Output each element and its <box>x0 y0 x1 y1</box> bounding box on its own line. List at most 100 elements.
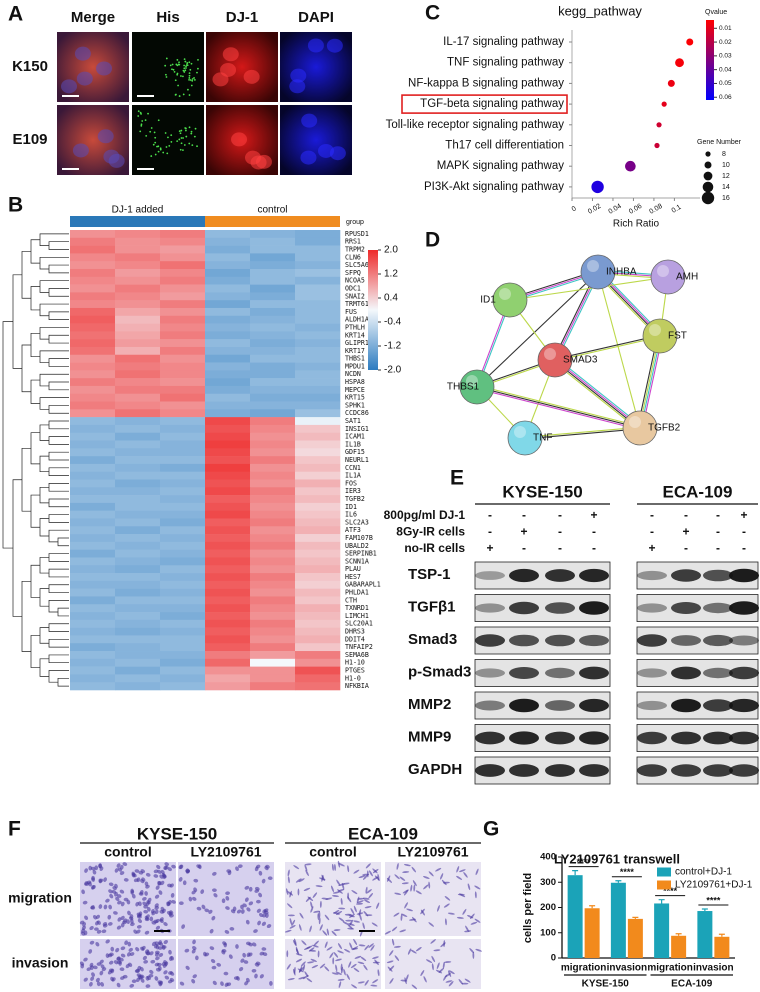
cell <box>363 964 368 971</box>
heat-cell <box>205 573 251 582</box>
green-speck <box>186 61 189 64</box>
heat-cell <box>70 565 116 574</box>
heat-cell <box>70 635 116 644</box>
cell <box>155 925 161 930</box>
cell <box>224 930 230 934</box>
cell <box>337 889 343 894</box>
cell <box>307 896 314 902</box>
heat-cell <box>70 627 116 636</box>
green-speck <box>167 136 169 139</box>
cell <box>324 941 328 949</box>
cell <box>84 868 88 873</box>
green-speck <box>179 148 182 151</box>
cell <box>289 924 296 929</box>
green-speck <box>149 130 152 133</box>
heat-cell <box>250 268 296 278</box>
cell <box>337 978 345 981</box>
cell <box>143 905 149 909</box>
cell <box>254 973 258 979</box>
cell <box>103 904 108 910</box>
cell <box>99 866 104 871</box>
cell <box>193 878 199 883</box>
heat-cell <box>250 471 296 480</box>
size-key <box>701 191 715 205</box>
error-bar <box>718 933 725 937</box>
cell <box>353 905 357 913</box>
gene-label: THBS1 <box>345 355 365 363</box>
heat-cell <box>115 237 161 246</box>
cell <box>252 942 257 947</box>
cell <box>295 953 303 956</box>
cell <box>324 966 330 972</box>
cell <box>143 909 149 914</box>
row-label: migration <box>8 890 72 906</box>
cell <box>403 863 411 867</box>
cell <box>109 893 114 899</box>
lane-sign: + <box>682 525 689 539</box>
dendrogram <box>30 379 40 404</box>
cell <box>98 904 103 909</box>
green-speck <box>159 148 162 151</box>
cell <box>362 874 368 880</box>
lane-sign: - <box>522 541 526 555</box>
cell <box>147 897 152 903</box>
cell <box>287 914 295 917</box>
cell <box>365 886 368 894</box>
cell <box>377 873 380 881</box>
heat-cell <box>115 682 161 691</box>
green-speck <box>185 129 187 132</box>
gene-label: HSPA8 <box>345 378 365 386</box>
heat-cell <box>205 268 251 278</box>
protein-label: TSP-1 <box>408 566 451 583</box>
heat-cell <box>115 604 161 613</box>
cell <box>88 881 92 887</box>
dendrogram <box>48 568 69 578</box>
heat-cell <box>70 401 116 410</box>
cell <box>159 918 164 923</box>
pathway-label: Toll-like receptor signaling pathway <box>386 119 565 131</box>
cell <box>313 910 321 913</box>
cell <box>154 909 159 915</box>
heat-cell <box>295 471 341 480</box>
cell <box>192 939 196 945</box>
heat-cell <box>295 604 341 613</box>
cell <box>83 977 88 982</box>
cell <box>346 973 350 980</box>
green-speck <box>193 135 196 138</box>
gene-label: SLC20A1 <box>345 620 373 628</box>
cell <box>128 947 133 952</box>
node-shine <box>514 426 526 438</box>
heat-cell <box>70 596 116 605</box>
heat-cell <box>250 315 296 324</box>
dendrogram <box>30 332 40 358</box>
heat-cell <box>160 588 206 597</box>
cell <box>319 900 322 908</box>
panel-letter: C <box>425 2 440 25</box>
cell <box>212 72 229 87</box>
protein-label: MMP9 <box>408 728 451 745</box>
cell <box>475 868 479 876</box>
gene-label: FUS <box>345 308 357 316</box>
green-speck <box>139 130 142 133</box>
cell <box>261 947 267 951</box>
band <box>509 667 539 679</box>
cell <box>412 880 417 887</box>
green-speck <box>191 79 194 82</box>
cell <box>348 961 352 968</box>
heat-cell <box>160 378 206 387</box>
cell <box>340 897 343 905</box>
heat-cell <box>205 635 251 644</box>
pathway-label: MAPK signaling pathway <box>437 160 564 172</box>
node-label: TNF <box>533 433 552 444</box>
heat-cell <box>70 674 116 683</box>
heat-cell <box>115 534 161 543</box>
heat-cell <box>250 440 296 449</box>
heat-cell <box>70 424 116 434</box>
cell <box>89 940 95 945</box>
cell <box>319 924 323 931</box>
green-speck <box>180 75 182 77</box>
cell <box>441 879 447 886</box>
cell <box>475 948 482 952</box>
cell <box>244 885 250 890</box>
cell <box>317 950 320 958</box>
